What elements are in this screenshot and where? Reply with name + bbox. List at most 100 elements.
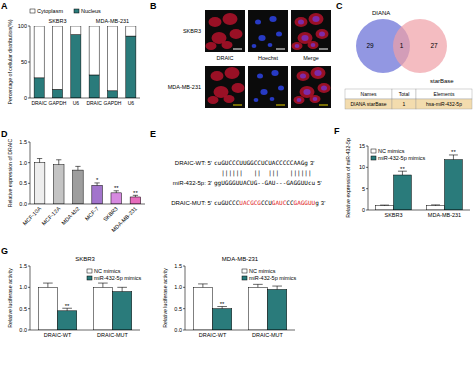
x-tick-label: MCF-12A xyxy=(41,205,62,226)
panel-label: F xyxy=(334,126,340,136)
chart: **0.00.51.01.5DRAIC-WTDRAIC-MUTRelative … xyxy=(7,256,142,338)
chart: 050100DRAICGAPDHU6DRAICGAPDHU6SKBR3MDA-M… xyxy=(7,8,140,106)
y-tick xyxy=(366,210,368,211)
x-axis xyxy=(30,204,145,205)
error-cap xyxy=(56,159,61,160)
y-axis-label: Relative luciferase activity xyxy=(7,268,13,328)
legend-swatch xyxy=(371,149,376,153)
nucleus-signal xyxy=(295,44,300,48)
y-tick-label: 0.5 xyxy=(19,180,27,186)
scale-bar xyxy=(319,105,328,106)
y-tick-label: 1.0 xyxy=(19,160,27,166)
error-cap xyxy=(253,284,263,285)
y-tick xyxy=(28,142,30,143)
y-tick xyxy=(28,266,30,267)
legend-swatch xyxy=(371,156,376,160)
marks xyxy=(193,284,287,330)
marks xyxy=(38,283,132,330)
sequence-end: 3' xyxy=(321,200,325,206)
cell-signal xyxy=(208,96,219,104)
bar xyxy=(73,170,84,204)
y-tick-label: 1.5 xyxy=(19,263,27,269)
x-tick-label: SKBR3 xyxy=(384,212,402,218)
x-axis xyxy=(185,330,295,331)
cell-signal xyxy=(308,41,319,49)
nucleus-signal xyxy=(278,86,284,91)
nucleus-signal xyxy=(321,86,327,91)
y-tick xyxy=(28,204,30,205)
y-tick-label: 1.5 xyxy=(19,139,27,145)
sequence-name: miR-432-5p: 3' xyxy=(173,180,212,186)
nucleus-signal xyxy=(255,20,261,25)
y-tick-label: 0 xyxy=(24,95,27,101)
bar xyxy=(34,78,44,98)
y-tick-label: 50 xyxy=(21,59,27,65)
bar xyxy=(52,89,62,98)
x-tick-label: MDA-MB-231 xyxy=(428,212,461,218)
bar xyxy=(130,197,141,204)
panel-label: G xyxy=(1,246,8,256)
x-tick-label: MCF-10A xyxy=(21,205,42,226)
marks xyxy=(34,159,140,204)
y-tick xyxy=(366,167,368,168)
y-tick xyxy=(28,183,30,184)
y-tick-label: 10 xyxy=(359,164,365,170)
chart: ****051015SKBR3MDA-MB-231Relative expres… xyxy=(345,138,470,218)
significance: ** xyxy=(114,185,119,191)
cell-signal xyxy=(224,95,235,103)
x-tick-label: DRAIC xyxy=(86,100,102,106)
significance: * xyxy=(96,177,99,183)
bar xyxy=(89,26,99,75)
x-axis xyxy=(30,98,140,99)
nucleus-signal xyxy=(297,98,302,102)
sequence-segment: GAUC xyxy=(272,199,287,206)
venn-set-label: DIANA xyxy=(372,10,390,16)
error-bar xyxy=(77,166,78,170)
base-pairing: |||||| || ||| |||||| xyxy=(214,169,315,177)
table-header: Total xyxy=(399,91,410,97)
bar xyxy=(71,26,81,35)
nucleus-signal xyxy=(270,97,275,101)
y-tick xyxy=(366,146,368,147)
x-tick-label: GAPDH xyxy=(49,100,67,106)
y-tick-label: 0.5 xyxy=(19,306,27,312)
significance: ** xyxy=(400,166,405,172)
error-bar xyxy=(202,284,203,287)
table-header: Names xyxy=(361,91,377,97)
x-tick-label: SKBR3 xyxy=(102,205,119,222)
x-tick-label: DRAIC-WT xyxy=(44,332,72,338)
bar xyxy=(126,26,136,36)
sequence: cuGUCCCUUGGCCUCUACCCCCAAGg3' xyxy=(214,159,314,167)
nucleus-signal xyxy=(301,35,308,41)
cell-signal xyxy=(222,41,233,49)
table-text: DIANA starBase xyxy=(350,101,386,107)
x-tick-label: U6 xyxy=(128,100,135,106)
nucleus-signal xyxy=(252,44,257,48)
table-header: Elements xyxy=(434,91,455,97)
sequence: ggUGGGUUACUG--GAU---GAGGUUcu5' xyxy=(214,179,322,187)
bar xyxy=(53,165,64,204)
legend-label: Nucleus xyxy=(81,8,101,14)
error-cap xyxy=(431,204,440,205)
error-bar xyxy=(277,286,278,289)
scale-bar xyxy=(319,49,328,50)
error-bar xyxy=(102,283,103,287)
nucleus-signal xyxy=(269,16,276,22)
y-tick-label: 1.0 xyxy=(174,284,182,290)
venn-count: 29 xyxy=(366,42,374,49)
y-tick-label: 0 xyxy=(362,207,365,213)
bar xyxy=(376,206,394,210)
x-tick-label: DRAIC-MUT xyxy=(97,332,128,338)
figure: 050100DRAICGAPDHU6DRAICGAPDHU6SKBR3MDA-M… xyxy=(0,0,474,366)
nucleus-signal xyxy=(257,74,263,79)
y-axis-label: Relative luciferase activity xyxy=(162,268,168,328)
cell-signal xyxy=(223,13,238,25)
x-tick-label: U6 xyxy=(73,100,80,106)
column-label: Hoechst xyxy=(258,55,279,61)
y-tick-label: 0.0 xyxy=(174,327,182,333)
nucleus-signal xyxy=(268,43,273,47)
nucleus-signal xyxy=(298,20,304,25)
column-label: DRAIC xyxy=(216,55,233,61)
nucleus-signal xyxy=(311,43,316,47)
bar xyxy=(93,287,112,330)
